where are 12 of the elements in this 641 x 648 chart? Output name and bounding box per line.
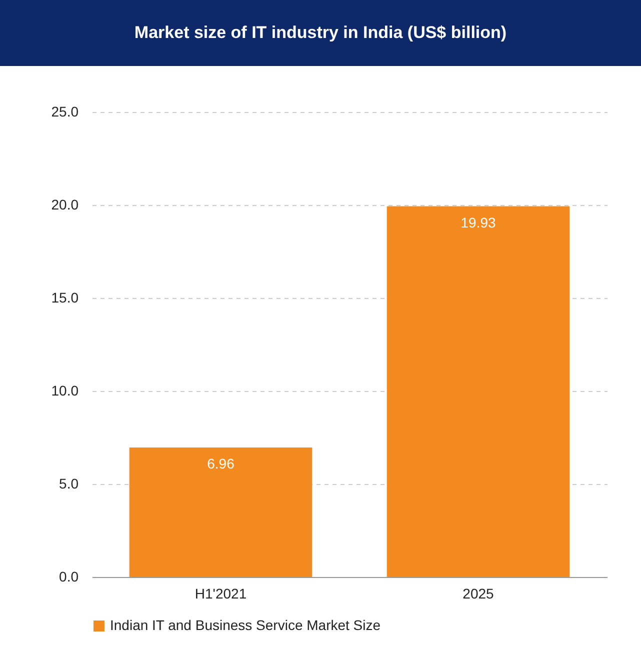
y-tick-label: 5.0 [59, 476, 79, 492]
y-tick-label: 20.0 [51, 196, 79, 212]
x-tick-label: 2025 [462, 586, 494, 602]
data-label: 19.93 [460, 214, 496, 230]
legend-label: Indian IT and Business Service Market Size [110, 617, 381, 633]
y-tick-label: 0.0 [59, 568, 79, 584]
y-tick-label: 10.0 [51, 382, 79, 398]
y-tick-label: 25.0 [51, 104, 79, 120]
x-tick-label: H1'2021 [194, 586, 247, 602]
chart-title: Market size of IT industry in India (US$ billion) [0, 0, 641, 66]
y-tick-label: 15.0 [51, 290, 79, 306]
data-label: 6.96 [207, 456, 235, 472]
